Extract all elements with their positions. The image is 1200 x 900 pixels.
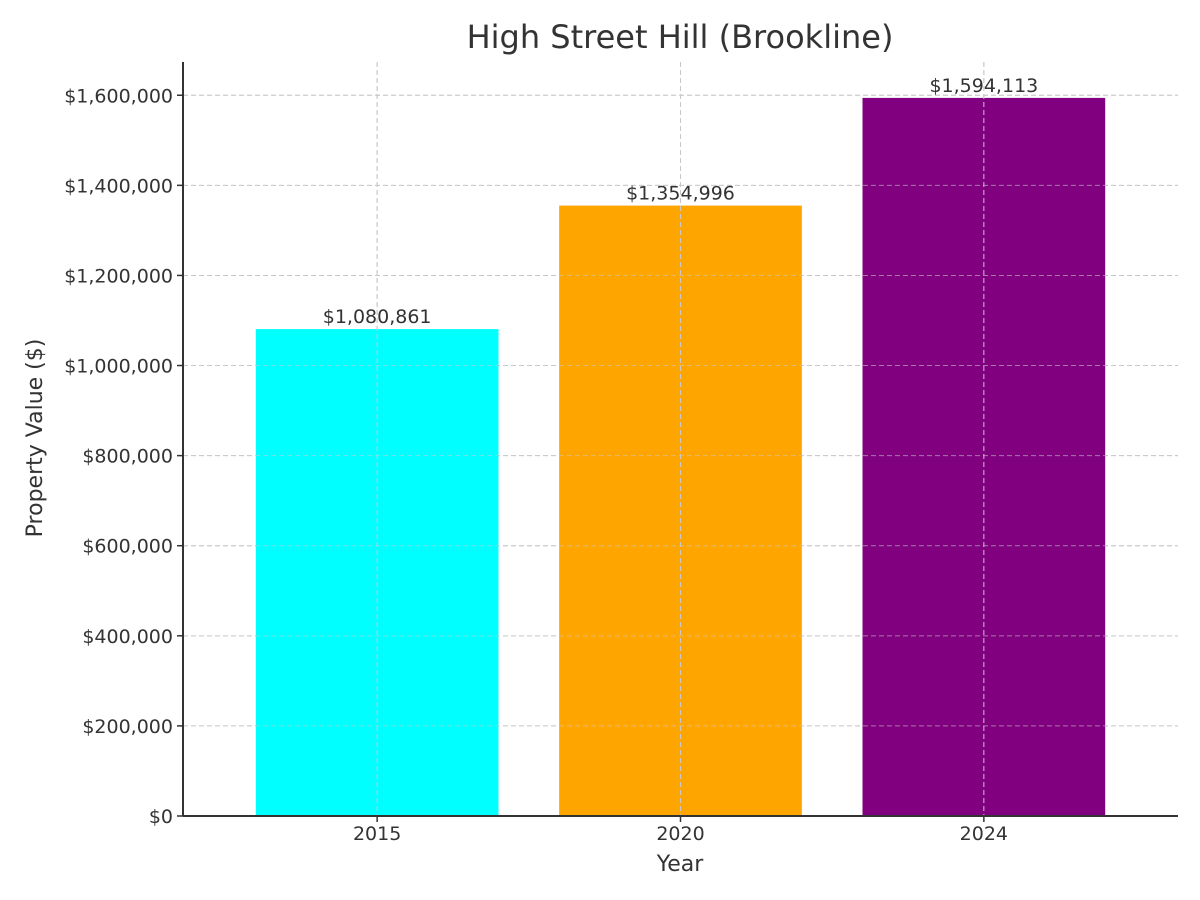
x-axis-title: Year	[656, 852, 705, 877]
y-axis-title: Property Value ($)	[23, 339, 48, 538]
y-tick-label: $600,000	[82, 536, 173, 558]
y-tick-label: $1,200,000	[64, 265, 173, 287]
ticks-layer: $0 $200,000 $400,000 $600,000 $800,000 $1,000…	[64, 85, 1008, 845]
bar-value-label-2020: $1,354,996	[626, 183, 735, 205]
value-labels-layer: $1,080,861 $1,354,996 $1,594,113	[323, 75, 1039, 328]
y-tick-label: $800,000	[82, 446, 173, 468]
y-tick-label: $1,600,000	[64, 85, 173, 107]
bar-value-label-2024: $1,594,113	[929, 75, 1038, 97]
x-tick-label: 2020	[656, 823, 704, 845]
x-tick-label: 2024	[960, 823, 1008, 845]
y-tick-label: $400,000	[82, 626, 173, 648]
y-tick-label: $0	[149, 806, 173, 828]
bars-layer	[183, 62, 1178, 817]
y-tick-label: $1,000,000	[64, 356, 173, 378]
y-tick-label: $200,000	[82, 716, 173, 738]
x-tick-label: 2015	[353, 823, 401, 845]
chart-title: High Street Hill (Brookline)	[467, 18, 894, 56]
bar-value-label-2015: $1,080,861	[323, 306, 432, 328]
y-tick-label: $1,400,000	[64, 175, 173, 197]
